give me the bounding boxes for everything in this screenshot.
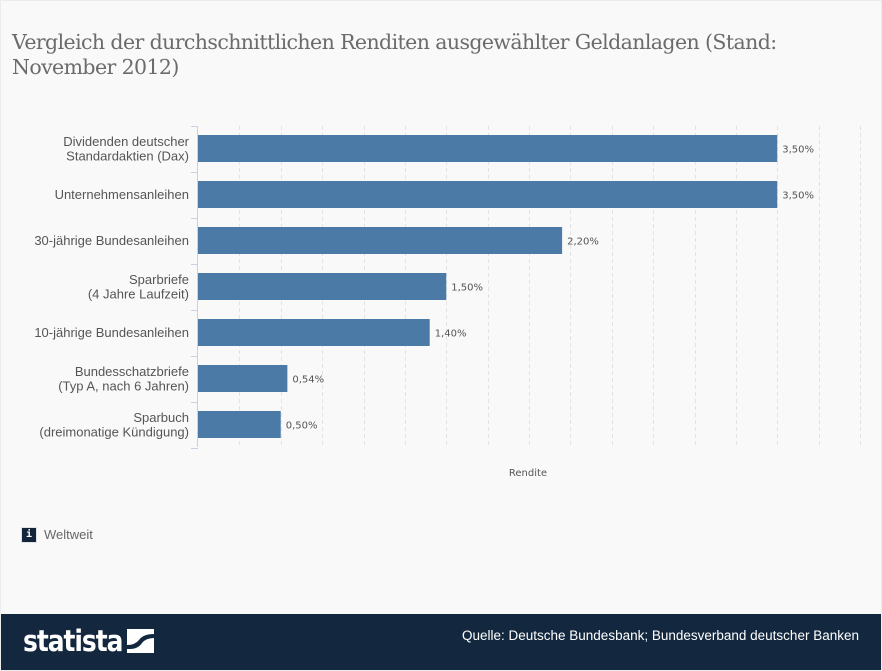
value-label: 0,50% (286, 421, 318, 432)
bar-chart: Dividenden deutscher Standardaktien (Dax)… (34, 126, 861, 479)
y-axis-ticks (191, 126, 198, 449)
bar[interactable] (198, 365, 288, 392)
bar[interactable] (198, 273, 447, 300)
category-label: Dividenden deutscher Standardaktien (Dax) (63, 134, 189, 164)
category-label: 10-jährige Bundesanleihen (34, 325, 189, 340)
statista-logo-icon (126, 629, 154, 653)
source-text: Quelle: Deutsche Bundesbank; Bundesverba… (461, 628, 859, 643)
category-label: Unternehmensanleihen (55, 187, 189, 202)
category-label: 30-jährige Bundesanleihen (34, 233, 189, 248)
category-label: Sparbriefe (4 Jahre Laufzeit) (88, 272, 189, 302)
footer: statista Quelle: Deutsche Bundesbank; Bu… (1, 614, 881, 670)
category-label: Sparbuch (dreimonatige Kündigung) (39, 410, 189, 440)
value-label: 1,40% (435, 329, 467, 340)
category-labels: Dividenden deutscher Standardaktien (Dax)… (34, 134, 189, 440)
value-label: 3,50% (782, 191, 814, 202)
value-label: 0,54% (292, 375, 324, 386)
category-label: Bundesschatzbriefe (Typ A, nach 6 Jahren) (58, 364, 189, 394)
bar[interactable] (198, 227, 563, 254)
value-label: 3,50% (782, 145, 814, 156)
logo-text: statista (23, 624, 123, 658)
statista-logo[interactable]: statista (23, 624, 154, 658)
bar[interactable] (198, 135, 778, 162)
bar[interactable] (198, 319, 430, 346)
chart-title: Vergleich der durchschnittlichen Rendite… (12, 30, 777, 79)
info-icon[interactable]: i (22, 527, 36, 542)
region-info[interactable]: i Weltweit (22, 527, 93, 542)
bar[interactable] (198, 411, 281, 438)
x-axis-title: Rendite (509, 468, 547, 479)
bars (198, 135, 778, 438)
region-label: Weltweit (44, 527, 93, 542)
value-labels: 3,50% 3,50% 2,20% 1,50% 1,40% 0,54% 0,50% (286, 145, 814, 432)
value-label: 2,20% (567, 237, 599, 248)
value-label: 1,50% (451, 283, 483, 294)
bar[interactable] (198, 181, 778, 208)
